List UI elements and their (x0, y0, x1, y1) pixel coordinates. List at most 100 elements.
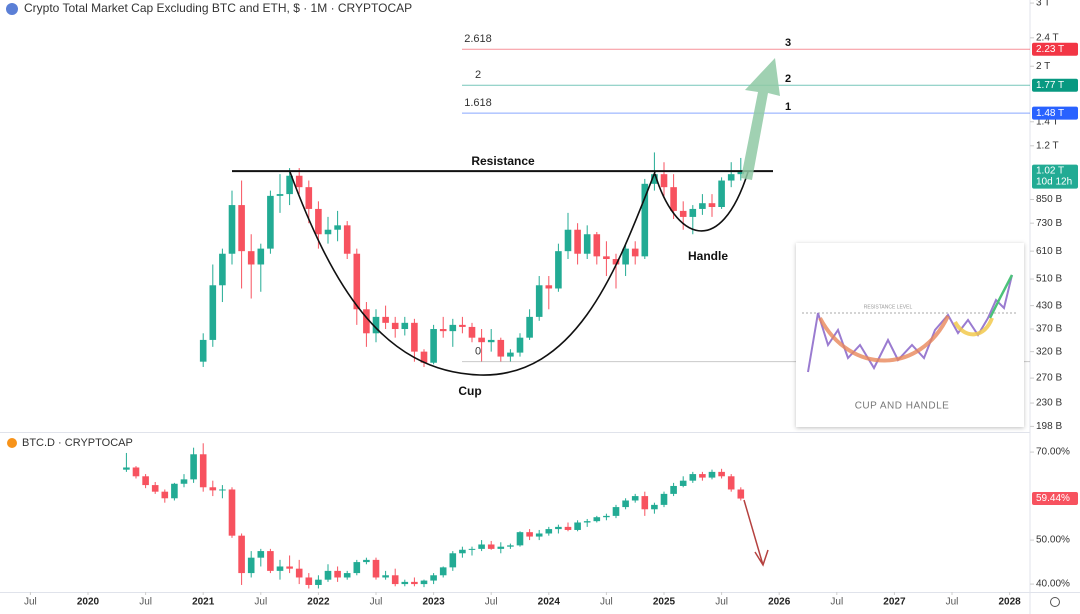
axes: 3 T 2.4 T 2 T 1.4 T 1.2 T 850 B 730 B 610 B 510 … (24, 0, 1078, 608)
candle-body (142, 476, 149, 486)
candle-body (699, 203, 706, 209)
candle-body (324, 229, 332, 235)
candle-body (516, 532, 524, 546)
candle-body (497, 339, 505, 357)
candle-body (449, 324, 457, 332)
candle-body (363, 559, 370, 563)
x-tick-label: 2028 (998, 597, 1021, 608)
target-label: 3 (785, 37, 791, 49)
candle-body (478, 337, 485, 343)
y-tick-label: 40.00% (1036, 579, 1070, 590)
candle-body (660, 174, 668, 188)
x-tick-label: Jul (830, 597, 843, 608)
candle-body (737, 489, 745, 499)
pane-title: BTC.D · CRYPTOCAP (22, 437, 133, 449)
candle-body (651, 174, 658, 184)
candle-body (228, 489, 236, 536)
candle-body (718, 471, 725, 477)
candle-body (622, 500, 629, 508)
handle-label: Handle (688, 249, 728, 263)
candle-body (545, 285, 553, 289)
candle-body (219, 489, 226, 491)
candle-body (478, 544, 485, 549)
x-tick-label: 2020 (77, 597, 100, 608)
target-arrow (741, 58, 780, 180)
candle-body (315, 579, 322, 585)
candle-body (161, 491, 169, 499)
candle-body (151, 485, 159, 492)
inset-breakout (988, 274, 1014, 319)
candle-body (411, 581, 418, 585)
y-tick-label: 2 T (1036, 61, 1050, 72)
candle-body (257, 248, 265, 265)
candle-body (276, 566, 284, 571)
y-tick-label: 198 B (1036, 421, 1062, 432)
candle-body (593, 517, 601, 522)
candle-body (305, 577, 313, 585)
y-tick-label: 50.00% (1036, 535, 1070, 546)
candle-body (382, 316, 389, 323)
candle-body (593, 234, 601, 257)
candle-body (267, 551, 274, 571)
candle-body (689, 208, 697, 217)
y-tick-label: 610 B (1036, 246, 1062, 257)
candle-body (574, 229, 581, 254)
dominance-pane (123, 443, 745, 589)
candle-body (305, 187, 313, 209)
price-tag-label: 59.44% (1036, 493, 1070, 504)
candle-body (535, 533, 543, 537)
candle-body (555, 251, 562, 289)
fib-label: 1.618 (464, 97, 492, 109)
candle-body (353, 253, 361, 310)
candle-body (439, 567, 447, 576)
candle-body (439, 329, 447, 332)
candle-body (209, 285, 217, 340)
candle-body (420, 351, 428, 363)
down-arrow (743, 499, 769, 567)
candle-body (430, 329, 437, 363)
candle-body (670, 187, 677, 211)
settings-icon[interactable] (1050, 597, 1060, 607)
candle-body (679, 480, 687, 486)
candle-body (276, 194, 284, 196)
y-tick-label: 270 B (1036, 373, 1062, 384)
candle-body (295, 175, 303, 188)
price-tag (1032, 42, 1078, 56)
candle-body (612, 259, 620, 265)
target-label: 2 (785, 73, 791, 85)
candle-body (708, 471, 716, 478)
inset-subtitle: RESISTANCE LEVEL (864, 304, 913, 310)
x-tick-label: 2025 (653, 597, 676, 608)
y-tick-label: 1.2 T (1036, 140, 1059, 151)
candle-body (468, 326, 476, 338)
inset-handle (953, 317, 994, 337)
inset-cup (818, 315, 950, 363)
candle-body (343, 225, 351, 254)
candle-body (631, 496, 639, 501)
candle-body (334, 570, 341, 578)
candle-body (689, 474, 697, 481)
cup-label: Cup (458, 384, 481, 398)
fib-label: 2.618 (464, 33, 492, 45)
price-tag (1032, 492, 1078, 506)
x-tick-label: 2024 (538, 597, 561, 608)
candle-body (257, 551, 265, 558)
x-tick-label: Jul (370, 597, 383, 608)
candle-body (670, 485, 677, 494)
candle-body (353, 562, 361, 574)
candle-body (267, 195, 274, 249)
candle-body (555, 526, 562, 530)
candle-body (459, 549, 466, 554)
candle-body (372, 316, 380, 334)
x-tick-label: Jul (24, 597, 37, 608)
candle-body (603, 256, 610, 260)
candle-body (295, 568, 303, 578)
candle-body (286, 566, 293, 569)
fib-label: 2 (475, 69, 481, 81)
candle-body (324, 570, 332, 580)
y-tick-label: 2.4 T (1036, 32, 1059, 43)
y-tick-label: 3 T (1036, 0, 1050, 9)
candle-body (583, 234, 591, 254)
candle-body (564, 229, 572, 252)
